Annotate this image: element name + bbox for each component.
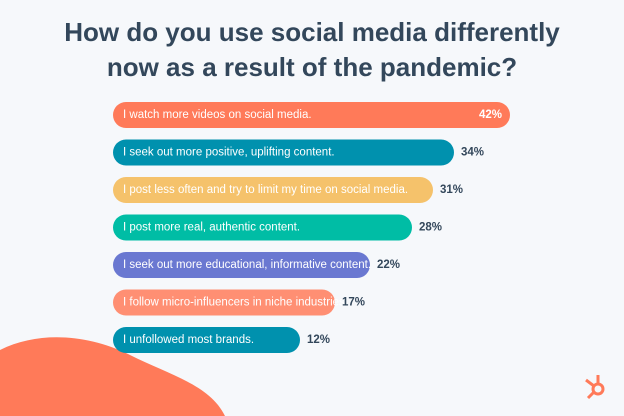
bar-label: I watch more videos on social media.	[123, 109, 312, 121]
value-label: 34%	[461, 147, 484, 159]
value-label: 17%	[342, 297, 365, 309]
bar	[113, 177, 433, 203]
decoration-blob	[0, 337, 225, 416]
bar-label: I post more real, authentic content.	[123, 222, 300, 234]
logo	[585, 375, 605, 400]
chart-title: How do you use social media differently n…	[64, 17, 560, 82]
bars: I watch more videos on social media. 42% I…	[113, 102, 510, 353]
bar-label: I unfollowed most brands.	[123, 334, 254, 346]
bar	[113, 252, 370, 278]
bar	[113, 289, 335, 316]
bar	[113, 139, 454, 166]
title-line: How do you use social media differently	[64, 17, 560, 47]
title-line: now as a result of the pandemic?	[107, 52, 517, 82]
bar-label: I follow micro-influencers in niche indu…	[123, 297, 348, 309]
bar-label: I seek out more positive, uplifting cont…	[123, 147, 335, 159]
bar	[113, 327, 300, 353]
value-label: 31%	[440, 184, 463, 196]
bar-label: I seek out more educational, informative…	[123, 259, 371, 271]
bar-label: I post less often and try to limit my ti…	[123, 184, 408, 196]
bar	[113, 214, 412, 241]
value-label: 22%	[377, 259, 400, 271]
value-label: 42%	[479, 109, 502, 121]
bar	[113, 102, 510, 128]
value-label: 28%	[419, 222, 442, 234]
value-label: 12%	[307, 334, 330, 346]
